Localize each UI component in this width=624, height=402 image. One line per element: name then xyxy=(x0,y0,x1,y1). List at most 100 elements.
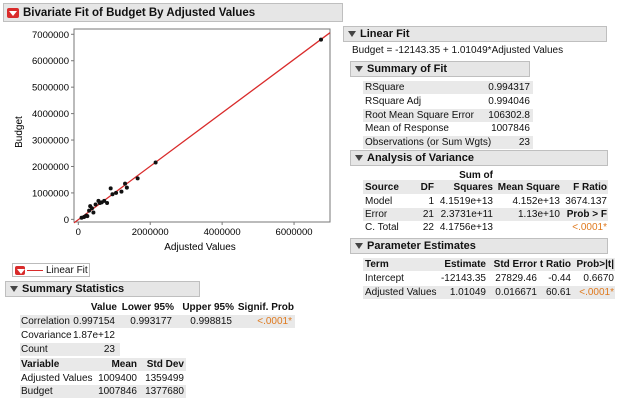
y-tick-label: 0 xyxy=(64,215,69,226)
cell: 4.1756e+13 xyxy=(439,222,493,233)
cell: 0.6670 xyxy=(583,273,614,284)
row-label: RSquare xyxy=(365,82,405,93)
cell: 1009400 xyxy=(98,373,137,384)
y-tick-label: 3000000 xyxy=(32,136,69,147)
data-point[interactable] xyxy=(87,208,92,213)
bivariate-plot: 7000000 6000000 5000000 4000000 3000000 20000… xyxy=(14,28,331,253)
col-header-mean: Mean xyxy=(111,359,137,370)
row-label: Budget xyxy=(21,386,53,397)
col-header-value: Value xyxy=(90,302,117,313)
col-header-ms: Mean Square xyxy=(497,182,560,193)
data-point[interactable] xyxy=(319,37,324,42)
cell: 23 xyxy=(518,137,530,148)
y-tick-label: 5000000 xyxy=(32,83,69,94)
cell: 1.87e+12 xyxy=(73,330,115,341)
row-label: Count xyxy=(21,344,48,355)
col-header-term: Term xyxy=(365,259,389,270)
cell: 0.993177 xyxy=(130,316,172,327)
fit-equation: Budget = -12143.35 + 1.01049*Adjusted Va… xyxy=(352,45,564,56)
cell: 22 xyxy=(422,222,434,233)
cell: 1.01049 xyxy=(449,287,486,298)
cell: <.0001* xyxy=(579,287,614,298)
col-header-estimate: Estimate xyxy=(444,259,486,270)
cell: 1 xyxy=(428,196,434,207)
legend-menu-icon[interactable] xyxy=(15,265,25,275)
cell: 1007846 xyxy=(98,386,137,397)
cell: 0.994317 xyxy=(488,82,530,93)
row-label: Adjusted Values xyxy=(21,373,93,384)
x-tick-label: 0 xyxy=(76,227,81,238)
data-point[interactable] xyxy=(135,176,140,181)
linear-fit-title: Linear Fit xyxy=(360,28,410,40)
anova-header[interactable]: Analysis of Variance xyxy=(350,150,608,166)
legend[interactable]: Linear Fit xyxy=(12,263,90,277)
cell: 1377680 xyxy=(145,386,184,397)
data-point[interactable] xyxy=(105,200,110,205)
data-point[interactable] xyxy=(108,186,113,191)
data-point[interactable] xyxy=(102,198,107,203)
cell: 21 xyxy=(422,209,434,220)
disclosure-icon[interactable] xyxy=(355,155,363,161)
col-header-std-error: Std Error xyxy=(493,259,537,270)
cell: 1359499 xyxy=(145,373,184,384)
legend-label: Linear Fit xyxy=(46,264,88,276)
row-label: Covariance xyxy=(21,330,72,341)
cell: 3674.137 xyxy=(565,196,607,207)
summary-of-fit-title: Summary of Fit xyxy=(367,63,448,75)
parameter-estimates-header[interactable]: Parameter Estimates xyxy=(350,238,608,254)
cell: 23 xyxy=(103,344,115,355)
cell: 4.1519e+13 xyxy=(439,196,493,207)
data-point[interactable] xyxy=(110,192,115,197)
cell: 27829.46 xyxy=(495,273,537,284)
col-header-signif-prob: Signif. Prob xyxy=(237,302,294,313)
cell: 1.13e+10 xyxy=(518,209,560,220)
cell: <.0001* xyxy=(257,316,292,327)
anova-title: Analysis of Variance xyxy=(367,152,474,164)
cell: 0.994046 xyxy=(488,96,530,107)
data-point[interactable] xyxy=(124,185,129,190)
x-axis-label: Adjusted Values xyxy=(164,242,236,253)
cell: Prob > F xyxy=(566,209,607,220)
data-point[interactable] xyxy=(119,189,124,194)
main-report-header[interactable]: Bivariate Fit of Budget By Adjusted Valu… xyxy=(3,3,343,22)
data-point[interactable] xyxy=(89,206,94,211)
col-header-upper95: Upper 95% xyxy=(182,302,234,313)
parameter-estimates-title: Parameter Estimates xyxy=(367,240,476,252)
cell: <.0001* xyxy=(572,222,607,233)
cell: -0.44 xyxy=(548,273,571,284)
disclosure-icon[interactable] xyxy=(355,66,363,72)
col-header-variable: Variable xyxy=(21,359,60,370)
col-header-source: Source xyxy=(365,182,399,193)
y-tick-label: 7000000 xyxy=(32,30,69,41)
disclosure-icon[interactable] xyxy=(355,243,363,249)
data-point[interactable] xyxy=(123,181,128,186)
data-point[interactable] xyxy=(114,190,119,195)
row-label: Mean of Response xyxy=(365,123,449,134)
summary-statistics-header[interactable]: Summary Statistics xyxy=(5,281,200,297)
linear-fit-header[interactable]: Linear Fit xyxy=(343,26,607,42)
data-point[interactable] xyxy=(93,202,98,207)
cell: -12143.35 xyxy=(440,273,486,284)
cell: 60.61 xyxy=(545,287,571,298)
plot-frame xyxy=(73,28,331,223)
cell: 4.152e+13 xyxy=(512,196,560,207)
data-point[interactable] xyxy=(91,210,96,215)
legend-line-swatch xyxy=(27,269,43,271)
summary-of-fit-header[interactable]: Summary of Fit xyxy=(350,61,530,77)
cell: 2.3731e+11 xyxy=(440,209,493,220)
disclosure-icon[interactable] xyxy=(348,31,356,37)
x-tick-label: 6000000 xyxy=(276,227,313,238)
report-title: Bivariate Fit of Budget By Adjusted Valu… xyxy=(23,6,256,19)
col-header-std-dev: Std Dev xyxy=(146,359,184,370)
y-tick-label: 4000000 xyxy=(32,109,69,120)
row-label: Observations (or Sum Wgts) xyxy=(365,137,492,148)
col-header-ss-top: Sum of xyxy=(459,170,493,181)
disclosure-icon[interactable] xyxy=(10,286,18,292)
red-triangle-menu-icon[interactable] xyxy=(7,7,19,18)
y-tick-label: 6000000 xyxy=(32,56,69,67)
y-tick-label: 2000000 xyxy=(32,162,69,173)
col-header-prob-t: Prob>|t| xyxy=(576,259,614,270)
data-point[interactable] xyxy=(85,214,90,219)
cell: 0.016671 xyxy=(495,287,537,298)
data-point[interactable] xyxy=(153,160,158,165)
